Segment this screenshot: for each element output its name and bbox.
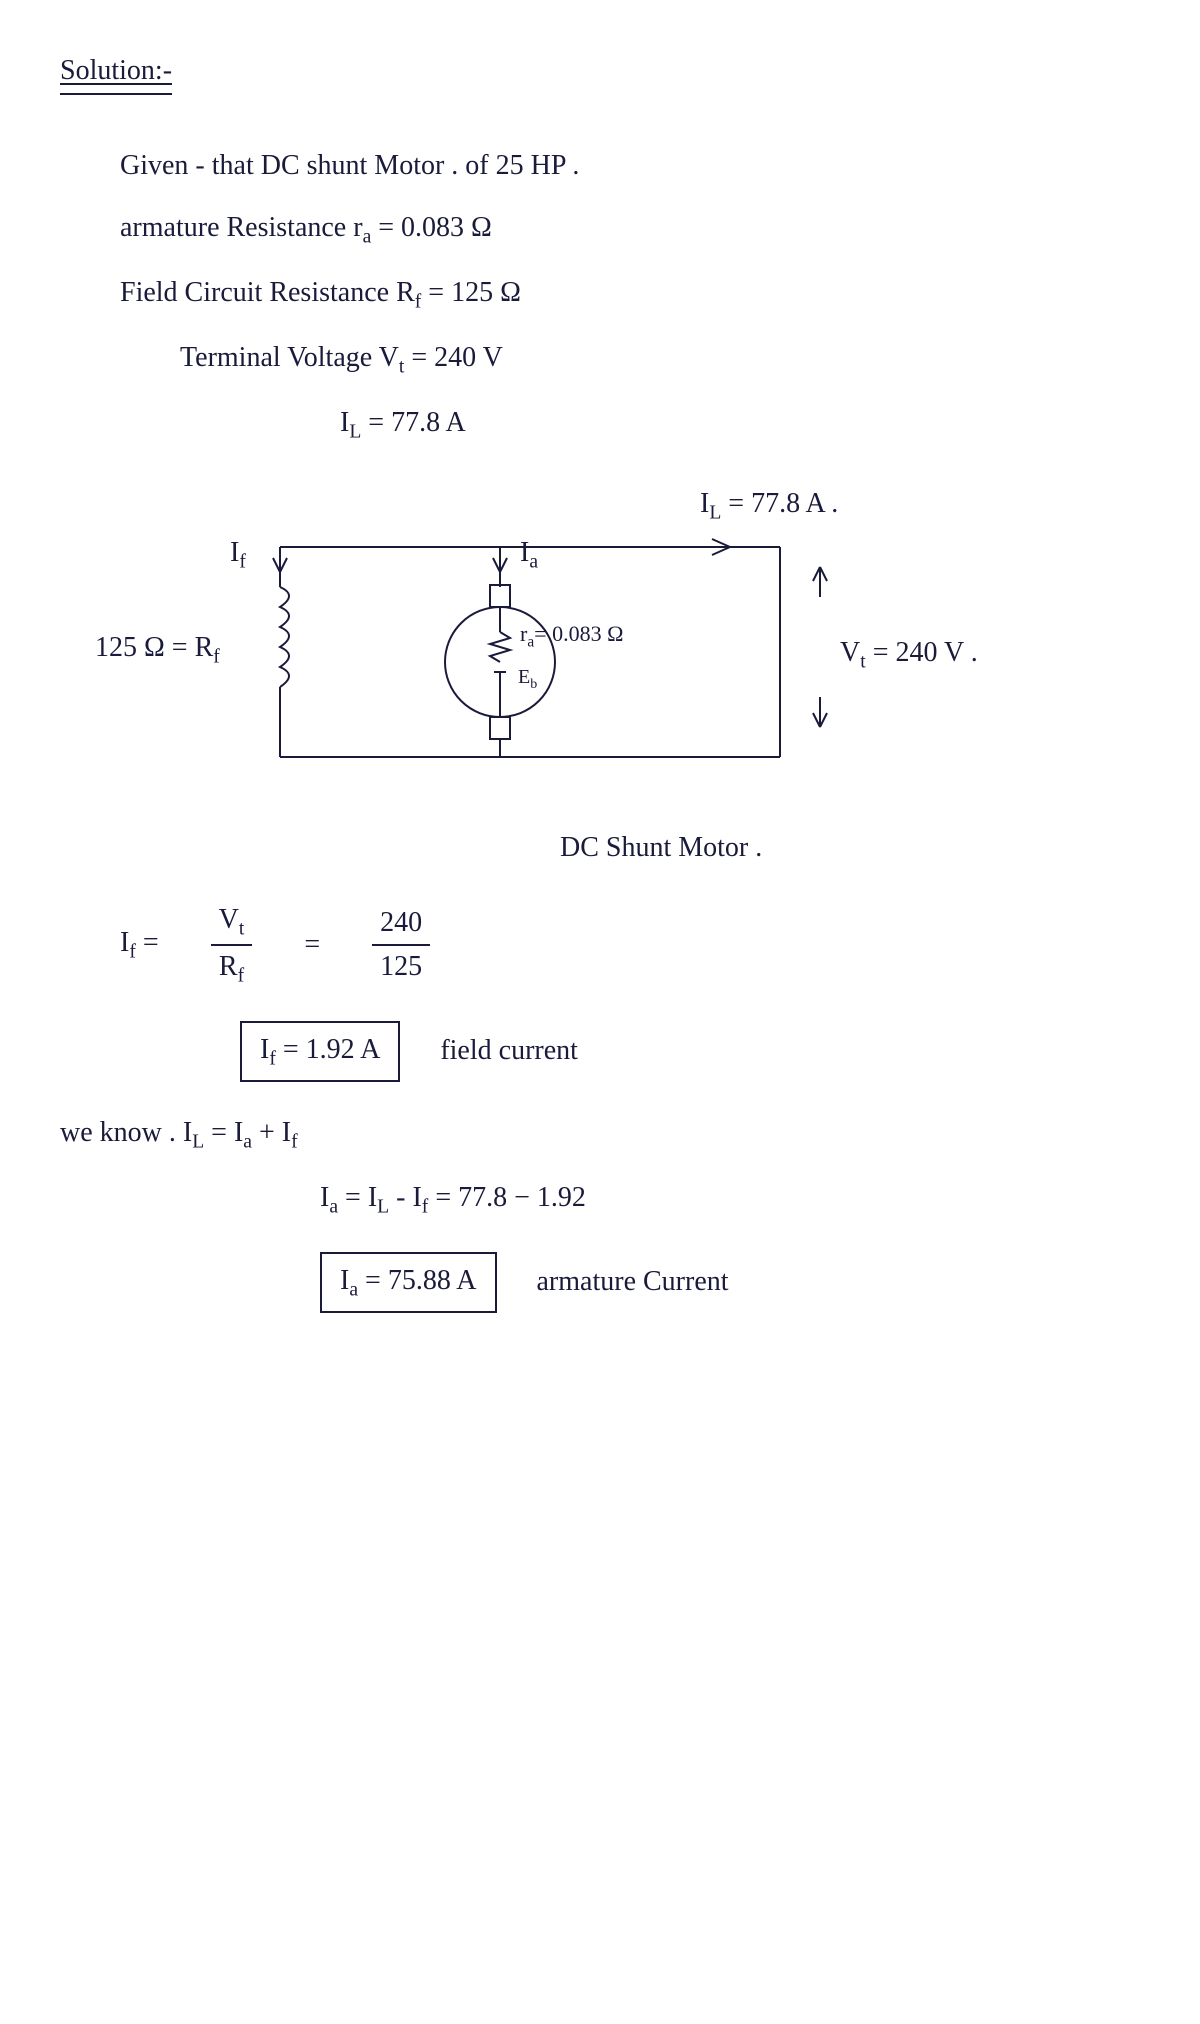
e: = I: [338, 1182, 377, 1213]
s: f: [238, 966, 245, 987]
t: I: [320, 1182, 329, 1213]
s: a: [329, 1196, 338, 1217]
ia-equation: Ia = IL - If = 77.8 − 1.92: [320, 1177, 1140, 1222]
given-line-1: Given - that DC shunt Motor . of 25 HP .: [120, 145, 1140, 187]
d: 125: [372, 946, 430, 988]
t: 125 Ω = R: [95, 632, 213, 663]
ia-label: armature Current: [537, 1261, 729, 1303]
ia-label: Ia: [520, 532, 538, 577]
s: f: [239, 552, 246, 573]
v: = 240 V .: [866, 637, 978, 668]
e: =: [136, 927, 159, 958]
n: 240: [372, 902, 430, 946]
t: I: [340, 1265, 349, 1296]
s: a: [529, 552, 538, 573]
il-label: IL = 77.8 A .: [700, 483, 838, 528]
if-result-box: If = 1.92 A: [240, 1021, 400, 1082]
e: = I: [204, 1117, 243, 1148]
ra-label: ra= 0.083 Ω: [520, 617, 623, 654]
t: V: [840, 637, 860, 668]
given-line-5: IL = 77.8 A: [340, 402, 1140, 447]
s: f: [213, 647, 220, 668]
sL: L: [377, 1196, 389, 1217]
frac-240-125: 240 125: [372, 902, 430, 988]
t: we know . I: [60, 1117, 192, 1148]
txt: Terminal Voltage V: [180, 342, 399, 373]
v: = 77.8 − 1.92: [428, 1182, 586, 1213]
if-result-row: If = 1.92 A field current: [240, 1021, 1140, 1082]
v: = 0.083 Ω: [534, 621, 623, 646]
v: = 75.88 A: [358, 1265, 476, 1296]
frac-vt-rf: Vt Rf: [211, 899, 253, 991]
s: L: [192, 1131, 204, 1152]
e2: =: [304, 924, 320, 966]
txt: I: [340, 407, 349, 438]
given-line-2: armature Resistance ra = 0.083 Ω: [120, 207, 1140, 252]
if-equation: If = Vt Rf = 240 125: [120, 899, 1140, 991]
circuit-diagram: IL = 77.8 A . If Ia 125 Ω = Rf ra= 0.083…: [140, 477, 1140, 817]
rf-label: 125 Ω = Rf: [95, 627, 220, 672]
t: I: [520, 537, 529, 568]
sub: a: [363, 227, 372, 248]
s3: f: [291, 1131, 298, 1152]
diagram-caption: DC Shunt Motor .: [560, 827, 1140, 869]
vt-label: Vt = 240 V .: [840, 632, 978, 677]
eq: = 77.8 A: [361, 407, 465, 438]
s2: a: [243, 1131, 252, 1152]
m: - I: [389, 1182, 422, 1213]
s: b: [530, 677, 537, 692]
eq: = 240 V: [404, 342, 503, 373]
t: I: [260, 1034, 269, 1065]
s: a: [349, 1279, 358, 1300]
txt: Field Circuit Resistance R: [120, 277, 415, 308]
solution-title: Solution:-: [60, 50, 172, 95]
given-line-4: Terminal Voltage Vt = 240 V: [180, 337, 1140, 382]
eq: = 0.083 Ω: [371, 212, 492, 243]
eb-label: Eb: [518, 662, 537, 695]
t: V: [219, 904, 239, 935]
sub: L: [349, 422, 361, 443]
txt: armature Resistance r: [120, 212, 363, 243]
we-know-line: we know . IL = Ia + If: [60, 1112, 1140, 1157]
ia-result-row: Ia = 75.88 A armature Current: [320, 1252, 1140, 1313]
given-line-3: Field Circuit Resistance Rf = 125 Ω: [120, 272, 1140, 317]
t: I: [120, 927, 129, 958]
s: t: [239, 919, 244, 940]
s: L: [709, 503, 721, 524]
v: = 1.92 A: [276, 1034, 380, 1065]
eq: = 125 Ω: [421, 277, 521, 308]
v: = 77.8 A .: [728, 488, 838, 519]
if-label: field current: [440, 1030, 578, 1072]
t: I: [700, 488, 709, 519]
t: E: [518, 666, 530, 688]
p: + I: [252, 1117, 291, 1148]
t: R: [219, 951, 238, 982]
t: I: [230, 537, 239, 568]
ia-result-box: Ia = 75.88 A: [320, 1252, 497, 1313]
if-label: If: [230, 532, 246, 577]
